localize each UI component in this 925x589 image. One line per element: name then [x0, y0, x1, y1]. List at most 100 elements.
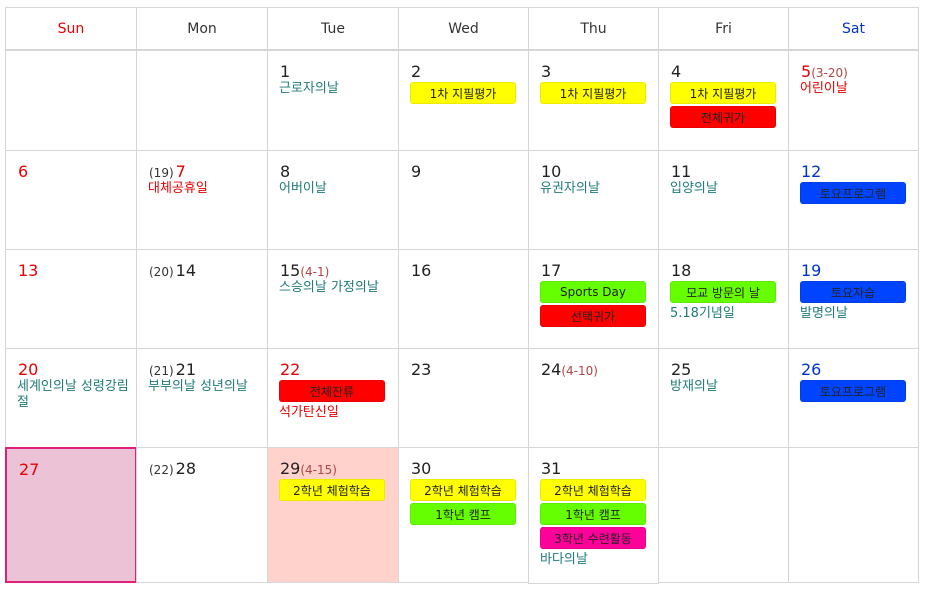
weekday-header-sun: Sun: [5, 7, 137, 50]
day-number: 3: [541, 62, 551, 81]
day-label: 29: [280, 459, 301, 478]
event-badge[interactable]: 토요자습: [800, 281, 906, 303]
event-badge[interactable]: 전체귀가: [670, 106, 776, 128]
week-number: (20): [149, 265, 174, 279]
day-label: 8: [280, 162, 291, 181]
holiday-label: 입양의날: [670, 181, 718, 196]
day-cell[interactable]: (22) 28: [136, 447, 268, 583]
event-badge[interactable]: 토요프로그램: [800, 182, 906, 204]
day-label: 5: [801, 62, 812, 81]
day-cell[interactable]: 13: [5, 249, 137, 349]
day-label: 17: [541, 261, 562, 280]
day-label: 4: [671, 62, 682, 81]
day-cell[interactable]: 29(4-15) 2학년 체험학습: [267, 447, 399, 583]
day-cell[interactable]: 17 Sports Day 선택귀가: [528, 249, 659, 349]
day-number: 29(4-15): [280, 459, 337, 478]
day-cell[interactable]: 27: [5, 447, 137, 583]
day-cell[interactable]: 22 전체잔류 석가탄신일: [267, 348, 399, 448]
event-badge[interactable]: Sports Day: [540, 281, 646, 303]
event-badge[interactable]: 토요프로그램: [800, 380, 906, 402]
day-number: 9: [411, 162, 421, 181]
day-number: 18: [671, 261, 691, 280]
day-number: 24(4-10): [541, 360, 598, 379]
day-number: 1: [280, 62, 290, 81]
day-cell[interactable]: [136, 50, 268, 151]
day-number: 20: [18, 360, 38, 379]
event-badge[interactable]: 1차 지필평가: [670, 82, 776, 104]
day-number: 25: [671, 360, 691, 379]
day-label: 3: [541, 62, 552, 81]
day-cell[interactable]: 30 2학년 체험학습 1학년 캠프: [398, 447, 529, 583]
day-cell[interactable]: 10 유권자의날: [528, 150, 659, 250]
lunar-date: (4-10): [561, 364, 598, 378]
day-cell[interactable]: 20 세계인의날 성령강림절: [5, 348, 137, 448]
day-cell[interactable]: 25 방재의날: [658, 348, 789, 448]
day-number: 5(3-20): [801, 62, 848, 81]
day-cell[interactable]: 12 토요프로그램: [788, 150, 919, 250]
holiday-label: 바다의날: [540, 552, 588, 567]
day-cell[interactable]: 6: [5, 150, 137, 250]
event-badge[interactable]: 선택귀가: [540, 305, 646, 327]
event-badge[interactable]: 1차 지필평가: [540, 82, 646, 104]
day-cell[interactable]: (19) 7 대체공휴일: [136, 150, 268, 250]
day-cell[interactable]: 5(3-20) 어린이날: [788, 50, 919, 151]
day-cell[interactable]: 15(4-1) 스승의날 가정의날: [267, 249, 399, 349]
day-label: 16: [411, 261, 432, 280]
day-label: 11: [671, 162, 692, 181]
weekday-header-thu: Thu: [528, 7, 659, 50]
day-cell[interactable]: 2 1차 지필평가: [398, 50, 529, 151]
day-label: 9: [411, 162, 422, 181]
weekday-header-tue: Tue: [267, 7, 399, 50]
weekday-header-wed: Wed: [398, 7, 529, 50]
weekday-header-mon: Mon: [136, 7, 268, 50]
day-cell[interactable]: (21) 21 부부의날 성년의날: [136, 348, 268, 448]
day-label: 2: [411, 62, 422, 81]
day-label: 15: [280, 261, 301, 280]
day-number: 8: [280, 162, 290, 181]
day-number: 22: [280, 360, 300, 379]
day-number: 31: [541, 459, 561, 478]
event-badge[interactable]: 1학년 캠프: [540, 503, 646, 525]
day-number: (21) 21: [149, 360, 196, 379]
day-label: 22: [280, 360, 301, 379]
day-cell[interactable]: 1 근로자의날: [267, 50, 399, 151]
day-cell[interactable]: 9: [398, 150, 529, 250]
lunar-date: (4-1): [300, 265, 330, 279]
holiday-label: 유권자의날: [540, 181, 600, 196]
day-cell[interactable]: 24(4-10): [528, 348, 659, 448]
day-label: 24: [541, 360, 562, 379]
day-cell[interactable]: [658, 447, 789, 583]
weekday-header-fri: Fri: [658, 7, 789, 50]
day-cell[interactable]: 8 어버이날: [267, 150, 399, 250]
event-badge[interactable]: 3학년 수련활동: [540, 527, 646, 549]
event-badge[interactable]: 1학년 캠프: [410, 503, 516, 525]
day-label: 21: [175, 360, 196, 379]
holiday-label: 근로자의날: [279, 81, 339, 96]
day-cell[interactable]: 19 토요자습 발명의날: [788, 249, 919, 349]
day-number: 30: [411, 459, 431, 478]
event-badge[interactable]: 전체잔류: [279, 380, 385, 402]
event-badge[interactable]: 2학년 체험학습: [279, 479, 385, 501]
day-cell[interactable]: 23: [398, 348, 529, 448]
day-number: 27: [19, 460, 39, 479]
day-number: 4: [671, 62, 681, 81]
day-label: 10: [541, 162, 562, 181]
day-cell[interactable]: [788, 447, 919, 583]
day-number: 10: [541, 162, 561, 181]
event-badge[interactable]: 2학년 체험학습: [540, 479, 646, 501]
day-cell[interactable]: [5, 50, 137, 151]
day-cell[interactable]: 3 1차 지필평가: [528, 50, 659, 151]
event-badge[interactable]: 2학년 체험학습: [410, 479, 516, 501]
day-label: 14: [175, 261, 196, 280]
day-number: (22) 28: [149, 459, 196, 478]
event-badge[interactable]: 1차 지필평가: [410, 82, 516, 104]
day-cell[interactable]: 16: [398, 249, 529, 349]
day-cell[interactable]: (20) 14: [136, 249, 268, 349]
day-cell[interactable]: 18 모교 방문의 날 5.18기념일: [658, 249, 789, 349]
day-cell[interactable]: 4 1차 지필평가 전체귀가: [658, 50, 789, 151]
day-number: 6: [18, 162, 28, 181]
day-cell[interactable]: 26 토요프로그램: [788, 348, 919, 448]
day-cell[interactable]: 11 입양의날: [658, 150, 789, 250]
event-badge[interactable]: 모교 방문의 날: [670, 281, 776, 303]
